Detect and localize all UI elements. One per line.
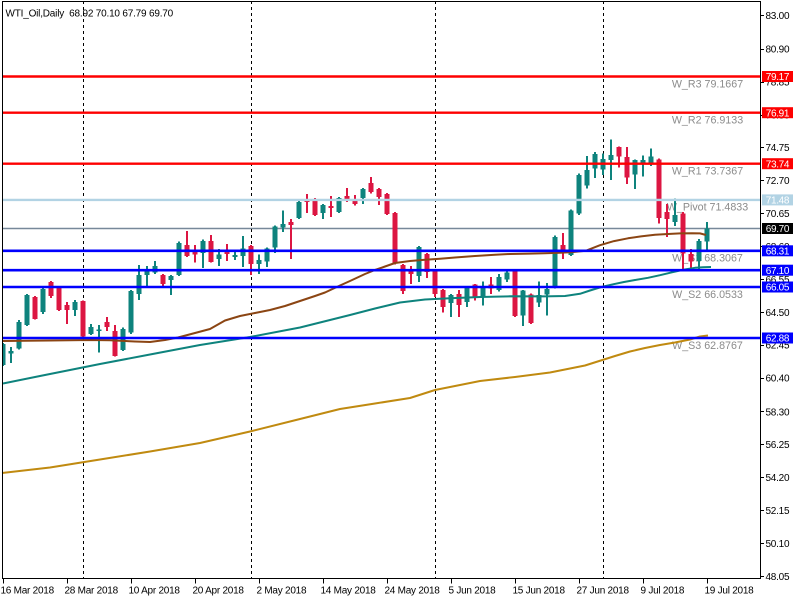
svg-text:64.50: 64.50	[766, 308, 790, 319]
svg-text:9 Jul 2018: 9 Jul 2018	[641, 586, 685, 597]
svg-text:66.55: 66.55	[766, 275, 790, 286]
svg-text:5 Jun 2018: 5 Jun 2018	[449, 586, 497, 597]
svg-text:60.40: 60.40	[766, 374, 790, 385]
svg-text:76.91: 76.91	[766, 108, 790, 119]
svg-text:73.74: 73.74	[766, 159, 790, 170]
svg-text:W_Pivot 71.4833: W_Pivot 71.4833	[667, 202, 748, 214]
svg-text:27 Jun 2018: 27 Jun 2018	[577, 586, 630, 597]
svg-text:14 May 2018: 14 May 2018	[321, 586, 377, 597]
svg-text:72.70: 72.70	[766, 176, 790, 187]
svg-text:79.17: 79.17	[766, 72, 790, 83]
svg-text:71.48: 71.48	[766, 196, 790, 207]
svg-text:69.70: 69.70	[766, 224, 790, 235]
svg-text:67.10: 67.10	[766, 266, 790, 277]
svg-text:74.75: 74.75	[766, 143, 790, 154]
svg-text:16 Mar 2018: 16 Mar 2018	[1, 586, 55, 597]
svg-text:78.85: 78.85	[766, 77, 790, 88]
svg-text:70.65: 70.65	[766, 209, 790, 220]
svg-text:W_S3 62.8767: W_S3 62.8767	[672, 340, 743, 352]
svg-text:WTI_Oil,Daily 68.92 70.10 67.: WTI_Oil,Daily 68.92 70.10 67.79 69.70	[6, 9, 174, 20]
svg-text:62.45: 62.45	[766, 341, 790, 352]
svg-text:52.15: 52.15	[766, 506, 790, 517]
svg-text:20 Apr 2018: 20 Apr 2018	[193, 586, 245, 597]
svg-text:W_S2 66.0533: W_S2 66.0533	[672, 289, 743, 301]
svg-text:62.88: 62.88	[766, 334, 790, 345]
svg-text:50.10: 50.10	[766, 539, 790, 550]
svg-text:68.31: 68.31	[766, 247, 790, 258]
svg-text:24 May 2018: 24 May 2018	[385, 586, 441, 597]
svg-text:19 Jul 2018: 19 Jul 2018	[705, 586, 755, 597]
svg-text:W_R2 76.9133: W_R2 76.9133	[672, 115, 743, 127]
svg-text:66.05: 66.05	[766, 283, 790, 294]
svg-text:10 Apr 2018: 10 Apr 2018	[129, 586, 181, 597]
svg-text:2 May 2018: 2 May 2018	[257, 586, 307, 597]
svg-text:83.00: 83.00	[766, 11, 790, 22]
svg-text:58.30: 58.30	[766, 407, 790, 418]
svg-text:80.90: 80.90	[766, 45, 790, 56]
svg-text:48.05: 48.05	[766, 572, 790, 583]
svg-text:W_R3 79.1667: W_R3 79.1667	[672, 78, 743, 90]
svg-text:W_R1 73.7367: W_R1 73.7367	[672, 166, 743, 178]
svg-text:54.20: 54.20	[766, 473, 790, 484]
svg-text:56.25: 56.25	[766, 440, 790, 451]
svg-text:28 Mar 2018: 28 Mar 2018	[65, 586, 119, 597]
svg-text:15 Jun 2018: 15 Jun 2018	[513, 586, 566, 597]
